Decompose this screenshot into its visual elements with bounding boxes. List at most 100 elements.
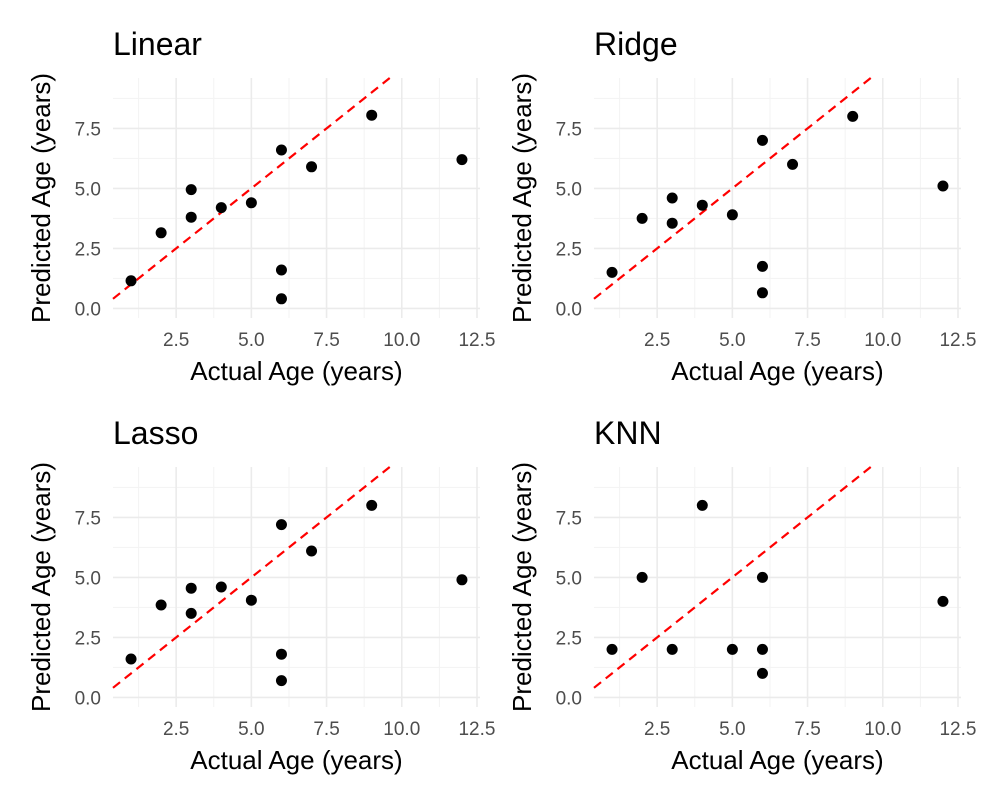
data-point [636,571,648,583]
data-point [787,158,799,170]
y-tick-label: 0.0 [75,299,101,320]
chart-panel-4: 2.5 5.0 7.5 10.0 12.5 0.0 2.5 5.0 7.5 Actual Age … [507,415,976,775]
data-point [366,109,378,121]
data-point [696,499,708,511]
data-point [275,293,287,305]
x-axis-title: Actual Age (years) [190,356,402,386]
data-point [937,180,949,192]
x-tick-label: 10.0 [383,330,420,351]
data-point [636,212,648,224]
data-point [666,217,678,229]
y-tick-label: 5.0 [75,179,101,200]
data-point [456,574,468,586]
x-tick-label: 2.5 [644,330,670,351]
x-axis-title: Actual Age (years) [671,745,883,775]
data-points [125,499,468,687]
data-points [606,499,949,679]
grid [113,78,480,318]
data-point [606,266,618,278]
x-tick-label: 10.0 [864,330,901,351]
x-tick-label: 12.5 [458,330,495,351]
grid [594,78,961,318]
x-tick-label: 7.5 [794,330,820,351]
y-tick-label: 2.5 [556,239,582,260]
data-point [306,545,318,557]
x-tick-label: 5.0 [719,719,745,740]
data-point [185,184,197,196]
data-point [275,648,287,660]
x-axis-title: Actual Age (years) [671,356,883,386]
y-axis-title: Predicted Age (years) [26,462,56,712]
grid [594,467,961,707]
x-tick-label: 5.0 [238,719,264,740]
y-tick-label: 7.5 [556,119,582,140]
chart-panel-1: 2.5 5.0 7.5 10.0 12.5 0.0 2.5 5.0 7.5 Actual Age … [26,26,495,386]
data-point [215,202,227,214]
data-point [185,607,197,619]
data-point [245,594,257,606]
data-point [275,264,287,276]
data-point [756,134,768,146]
y-tick-label: 7.5 [556,508,582,529]
data-point [215,581,227,593]
x-tick-label: 2.5 [163,719,189,740]
data-point [275,519,287,531]
data-points [125,109,468,305]
x-tick-label: 10.0 [864,719,901,740]
y-tick-label: 5.0 [556,568,582,589]
y-tick-label: 2.5 [556,628,582,649]
data-point [606,643,618,655]
data-point [456,154,468,166]
y-axis-title: Predicted Age (years) [507,73,537,323]
y-tick-label: 2.5 [75,628,101,649]
data-point [666,192,678,204]
y-axis-title: Predicted Age (years) [507,462,537,712]
chart-panel-3: 2.5 5.0 7.5 10.0 12.5 0.0 2.5 5.0 7.5 Actual Age … [26,415,495,775]
data-points [606,110,949,299]
x-tick-label: 10.0 [383,719,420,740]
x-tick-label: 2.5 [644,719,670,740]
data-point [726,643,738,655]
data-point [125,653,137,665]
chart-title: KNN [594,415,662,451]
y-tick-label: 2.5 [75,239,101,260]
data-point [756,287,768,299]
y-axis-title: Predicted Age (years) [26,73,56,323]
x-tick-label: 12.5 [939,330,976,351]
chart-title: Ridge [594,26,678,62]
data-point [756,260,768,272]
x-tick-label: 7.5 [794,719,820,740]
x-tick-label: 12.5 [939,719,976,740]
y-tick-label: 7.5 [75,119,101,140]
chart-title: Lasso [113,415,198,451]
x-tick-label: 2.5 [163,330,189,351]
data-point [275,675,287,687]
data-point [155,227,167,239]
x-tick-label: 5.0 [719,330,745,351]
y-tick-label: 5.0 [556,179,582,200]
data-point [155,599,167,611]
x-axis-title: Actual Age (years) [190,745,402,775]
x-tick-label: 5.0 [238,330,264,351]
data-point [306,161,318,173]
grid [113,467,480,707]
y-tick-label: 0.0 [556,299,582,320]
x-tick-label: 7.5 [313,719,339,740]
data-point [275,144,287,156]
data-point [366,499,378,511]
data-point [726,209,738,221]
data-point [756,571,768,583]
data-point [756,643,768,655]
data-point [937,595,949,607]
data-point [666,643,678,655]
chart-panel-2: 2.5 5.0 7.5 10.0 12.5 0.0 2.5 5.0 7.5 Actual Age … [507,26,976,386]
data-point [847,110,859,122]
data-point [185,582,197,594]
x-tick-label: 12.5 [458,719,495,740]
data-point [185,211,197,223]
data-point [696,199,708,211]
data-point [245,197,257,209]
x-tick-label: 7.5 [313,330,339,351]
y-tick-label: 5.0 [75,568,101,589]
